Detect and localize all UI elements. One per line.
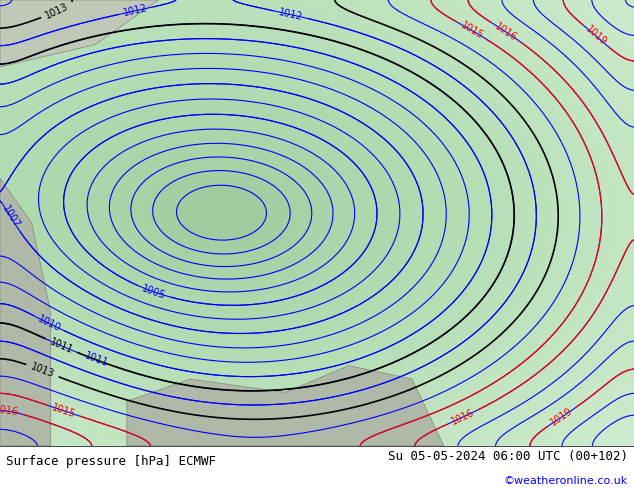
- Text: 1016: 1016: [493, 21, 519, 43]
- Text: ©weatheronline.co.uk: ©weatheronline.co.uk: [503, 476, 628, 486]
- Text: Su 05-05-2024 06:00 UTC (00+102): Su 05-05-2024 06:00 UTC (00+102): [387, 450, 628, 464]
- Text: 1012: 1012: [122, 3, 149, 18]
- Text: 1010: 1010: [36, 314, 62, 333]
- Text: 1011: 1011: [48, 336, 75, 355]
- Text: 1019: 1019: [583, 24, 609, 48]
- Text: 1015: 1015: [458, 20, 485, 41]
- Text: 1019: 1019: [549, 406, 575, 428]
- Text: 1005: 1005: [141, 283, 167, 301]
- Text: 1016: 1016: [0, 404, 19, 417]
- Text: 1012: 1012: [278, 7, 304, 22]
- Text: 1011: 1011: [83, 351, 110, 369]
- Polygon shape: [0, 178, 51, 446]
- Text: 1016: 1016: [450, 408, 476, 427]
- Text: 1013: 1013: [29, 362, 56, 380]
- Polygon shape: [127, 366, 444, 446]
- Text: 1007: 1007: [0, 204, 22, 230]
- Text: Surface pressure [hPa] ECMWF: Surface pressure [hPa] ECMWF: [6, 455, 216, 468]
- Polygon shape: [0, 0, 158, 67]
- Text: 1015: 1015: [50, 402, 77, 419]
- Text: 1013: 1013: [44, 1, 70, 21]
